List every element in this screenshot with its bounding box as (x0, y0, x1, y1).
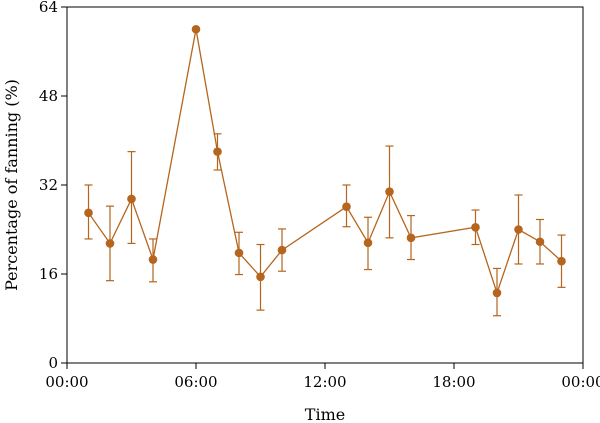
data-point (234, 248, 244, 258)
y-tick-label: 48 (39, 87, 58, 105)
x-tick-label: 00:00 (45, 373, 88, 391)
y-tick-label: 0 (48, 354, 58, 372)
x-tick-label: 12:00 (303, 373, 346, 391)
series-line (87, 29, 562, 295)
data-point (256, 272, 265, 282)
data-point (492, 288, 502, 298)
data-point (471, 222, 480, 232)
data-point (514, 225, 523, 234)
x-tick-label: 00:00 (561, 373, 600, 391)
y-tick-label: 32 (39, 176, 58, 194)
data-point (277, 245, 287, 255)
data-point (105, 239, 115, 248)
y-axis: 0 16 32 48 64 (39, 0, 67, 372)
data-point (342, 202, 351, 211)
y-axis-title: Percentage of fanning (%) (2, 79, 21, 291)
y-tick-label: 64 (39, 0, 58, 16)
plot-frame (66, 6, 584, 364)
x-tick-label: 06:00 (174, 373, 217, 391)
y-tick-label: 16 (39, 265, 58, 283)
data-point (363, 238, 373, 248)
data-point (213, 147, 222, 156)
data-point (406, 233, 416, 243)
data-point (148, 255, 158, 264)
data-point (84, 208, 93, 218)
x-axis-title: Time (305, 405, 345, 423)
data-point (191, 24, 201, 34)
data-point (385, 187, 394, 196)
series-layer (84, 24, 566, 317)
x-axis: 00:00 06:00 12:00 18:00 00:00 (45, 363, 600, 391)
data-point (535, 237, 545, 247)
data-point (127, 194, 136, 204)
x-tick-label: 18:00 (432, 373, 475, 391)
data-point (557, 256, 566, 266)
